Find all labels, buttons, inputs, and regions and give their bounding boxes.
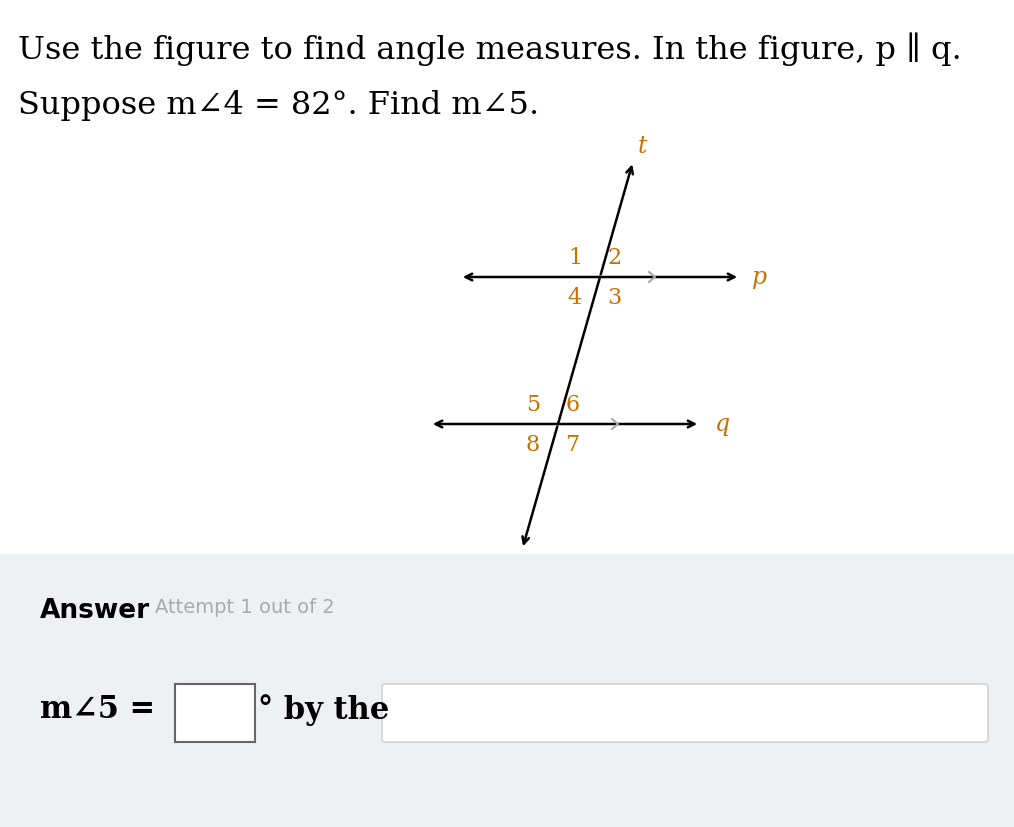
Text: 2: 2 xyxy=(607,246,622,269)
Text: Use the figure to find angle measures. In the figure, p ∥ q.: Use the figure to find angle measures. I… xyxy=(18,32,961,65)
FancyBboxPatch shape xyxy=(382,684,988,742)
Text: Answer: Answer xyxy=(40,597,150,624)
FancyBboxPatch shape xyxy=(175,684,255,742)
Text: 6: 6 xyxy=(565,394,579,415)
Text: t: t xyxy=(638,135,648,157)
Text: ° by the: ° by the xyxy=(258,693,389,725)
Text: 3: 3 xyxy=(607,287,622,308)
Text: 7: 7 xyxy=(565,433,579,456)
Text: Attempt 1 out of 2: Attempt 1 out of 2 xyxy=(155,597,335,616)
Text: 5: 5 xyxy=(526,394,540,415)
Text: q: q xyxy=(715,413,730,436)
Text: m∠5 =: m∠5 = xyxy=(40,694,155,724)
Text: 4: 4 xyxy=(568,287,582,308)
Text: 1: 1 xyxy=(568,246,582,269)
Text: Suppose m∠4 = 82°. Find m∠5.: Suppose m∠4 = 82°. Find m∠5. xyxy=(18,90,539,121)
Text: p: p xyxy=(752,266,768,289)
Text: 8: 8 xyxy=(525,433,540,456)
Bar xyxy=(0,554,1014,827)
